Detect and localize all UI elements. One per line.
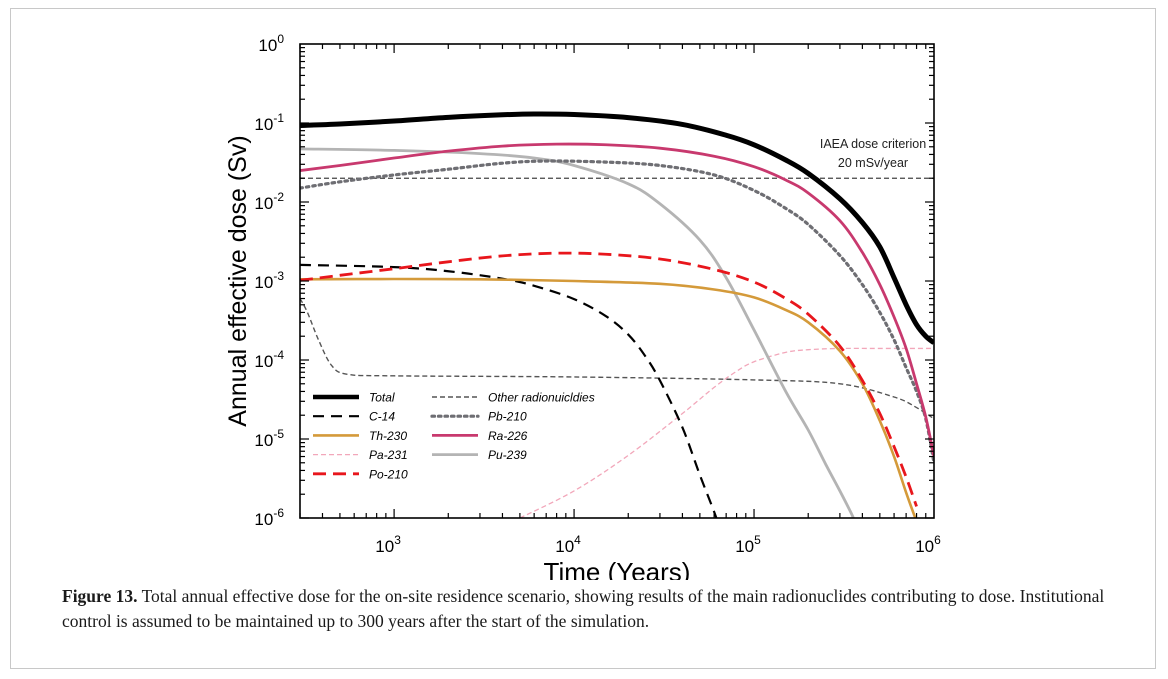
x-axis-label: Time (Years): [544, 557, 691, 580]
legend-label: Pa-231: [369, 448, 408, 462]
series-line-pb-210: [300, 159, 934, 465]
y-tick-label: 10-3: [254, 269, 284, 292]
dose-chart: 103 104 105 10610010-110-210-310-410-510-6 …: [224, 32, 941, 580]
series-line-ra-226: [300, 142, 934, 457]
x-tick-label: 106: [915, 533, 941, 556]
y-tick-label: 10-5: [254, 427, 284, 450]
legend-label: Po-210: [369, 467, 408, 481]
series-line-pa-231: [519, 347, 934, 518]
series-line-total: [300, 111, 934, 345]
series-line-pu-239: [300, 147, 855, 518]
series-line-c-14: [300, 263, 718, 518]
legend-label: Other radionuicldies: [488, 391, 595, 405]
legend-label: Pb-210: [488, 410, 527, 424]
figure-frame: [10, 8, 1156, 669]
series-line-th-230: [300, 277, 917, 518]
x-tick-label: 103: [375, 533, 401, 556]
legend-label: Total: [369, 391, 395, 405]
legend-label: Th-230: [369, 429, 407, 443]
legend-label: Pu-239: [488, 448, 527, 462]
y-tick-label: 100: [258, 32, 284, 55]
figure-caption-text: Total annual effective dose for the on-s…: [62, 586, 1105, 631]
figure-caption: Figure 13. Total annual effective dose f…: [62, 584, 1122, 634]
criterion-label-line2: 20 mSv/year: [838, 156, 908, 170]
x-tick-label: 104: [555, 533, 581, 556]
legend-label: Ra-226: [488, 429, 528, 443]
series-line-po-210: [300, 251, 918, 507]
y-tick-label: 10-6: [254, 506, 284, 529]
legend-label: C-14: [369, 410, 395, 424]
y-tick-label: 10-2: [254, 190, 284, 213]
y-tick-label: 10-4: [254, 348, 284, 371]
y-tick-label: 10-1: [254, 111, 284, 134]
x-tick-label: 105: [735, 533, 761, 556]
criterion-label-line1: IAEA dose criterion: [820, 137, 926, 151]
figure-label: Figure 13.: [62, 586, 138, 606]
y-axis-label: Annual effective dose (Sv): [224, 135, 252, 426]
series-line-other-radionuicldies: [300, 298, 934, 420]
